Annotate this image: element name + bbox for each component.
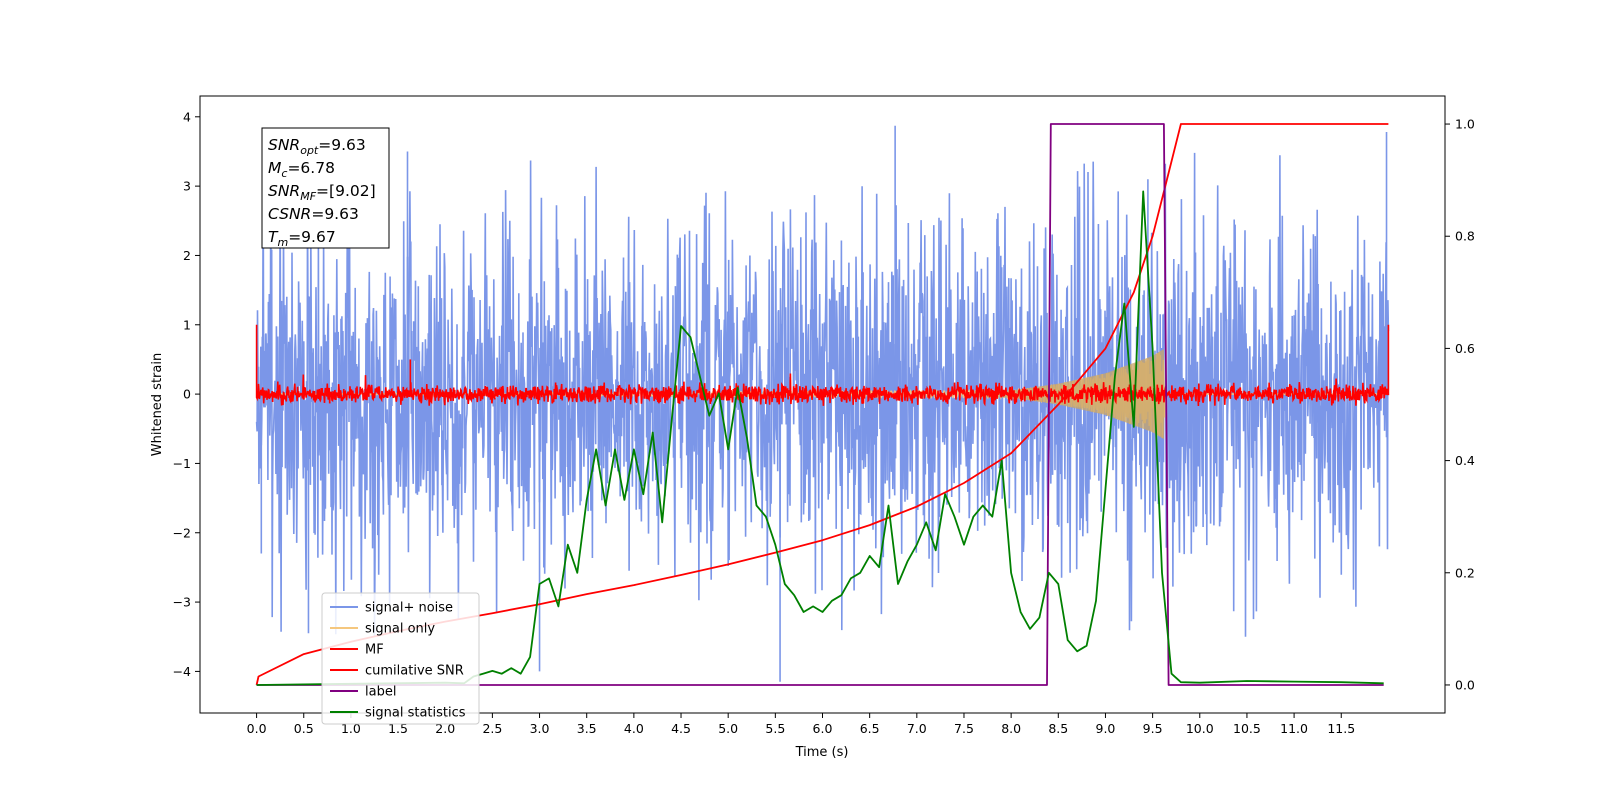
legend-frame: [321, 592, 480, 725]
y-left-tick-label: −2: [173, 525, 191, 540]
annotation-subscript: MF: [300, 190, 316, 203]
x-tick-label: 2.5: [482, 721, 502, 736]
annotation-symbol: CSNR: [268, 205, 311, 223]
x-tick-label: 10.0: [1186, 721, 1214, 736]
legend-entry-label: cumilative SNR: [365, 664, 464, 679]
y-left-tick-label: 3: [183, 179, 191, 194]
tick-layer: 0.0 0.5 1.0 1.5 2.0 2.5 3.0 3.5 4.0 4.5 5.0 5.5 6.0 6…: [173, 109, 1475, 736]
annotation-box-frame: [261, 127, 390, 249]
annotation-value: =9.67: [288, 228, 336, 246]
x-tick-label: 11.5: [1327, 721, 1355, 736]
x-tick-label: 5.0: [718, 721, 738, 736]
annotation-value: =9.63: [311, 205, 359, 223]
x-tick-label: 4.0: [624, 721, 644, 736]
x-tick-label: 5.5: [765, 721, 785, 736]
y-right-tick-label: 0.8: [1455, 229, 1475, 244]
y-right-tick-label: 0.4: [1455, 453, 1475, 468]
annotation-line: Tm=9.67: [268, 228, 336, 249]
x-tick-label: 4.5: [671, 721, 691, 736]
y-right-tick-label: 1.0: [1455, 117, 1475, 132]
y-right-tick-label: 0.0: [1455, 677, 1475, 692]
annotation-subscript: opt: [300, 144, 319, 157]
annotation-line: SNRMF=[9.02]: [268, 182, 376, 203]
annotation-line: Mc=6.78: [268, 159, 335, 180]
annotation-value: =9.63: [318, 136, 366, 154]
x-tick-label: 6.0: [813, 721, 833, 736]
annotation-line: SNRopt=9.63: [268, 136, 366, 157]
legend-entry-label: MF: [365, 643, 384, 658]
series-signal-noise-line: [255, 152, 1390, 637]
annotation-subscript: m: [277, 236, 288, 249]
y-left-tick-label: 2: [183, 248, 191, 263]
x-tick-label: 7.5: [954, 721, 974, 736]
x-tick-label: 8.5: [1048, 721, 1068, 736]
annotation-symbol: T: [268, 228, 279, 246]
annotation-value: =6.78: [287, 159, 335, 177]
series-mf-line: [255, 324, 1390, 407]
x-tick-label: 6.5: [860, 721, 880, 736]
legend-entry-label: signal only: [365, 622, 435, 637]
y-left-tick-label: −4: [173, 664, 191, 679]
x-tick-label: 3.0: [530, 721, 550, 736]
legend-entry-label: signal statistics: [365, 706, 466, 721]
y-axis-title: Whitened strain: [150, 353, 165, 456]
x-tick-label: 2.0: [435, 721, 455, 736]
x-tick-label: 3.5: [577, 721, 597, 736]
annotation-symbol: SNR: [268, 136, 300, 154]
x-axis-title: Time (s): [795, 745, 849, 760]
legend-entry-label: label: [365, 685, 396, 700]
x-tick-label: 10.5: [1233, 721, 1261, 736]
y-right-tick-label: 0.6: [1455, 341, 1475, 356]
x-tick-label: 1.0: [341, 721, 361, 736]
x-tick-label: 7.0: [907, 721, 927, 736]
x-tick-label: 1.5: [388, 721, 408, 736]
y-right-tick-label: 0.2: [1455, 565, 1475, 580]
x-tick-label: 0.5: [294, 721, 314, 736]
y-left-tick-label: 0: [183, 387, 191, 402]
legend-entry-label: signal+ noise: [365, 601, 453, 616]
annotation-symbol: SNR: [268, 182, 300, 200]
y-left-tick-label: −3: [173, 595, 191, 610]
x-tick-label: 8.0: [1001, 721, 1021, 736]
series-signal-statistics-line: [256, 190, 1384, 686]
annotation-value: =[9.02]: [316, 182, 376, 200]
x-tick-label: 11.0: [1280, 721, 1308, 736]
y-left-tick-label: 4: [183, 109, 191, 124]
legend: signal+ noise signal only MF cumilative SNR…: [321, 592, 480, 725]
y-left-tick-label: −1: [173, 456, 191, 471]
annotation-symbol: M: [268, 159, 281, 177]
y-left-tick-label: 1: [183, 317, 191, 332]
x-tick-label: 0.0: [247, 721, 267, 736]
annotation-box: SNRopt=9.63Mc=6.78SNRMF=[9.02]CSNR=9.63T…: [261, 127, 390, 249]
annotation-subscript: c: [281, 167, 287, 180]
annotation-line: CSNR=9.63: [268, 205, 359, 223]
x-tick-label: 9.5: [1143, 721, 1163, 736]
series-label-line: [256, 123, 1384, 686]
x-tick-label: 9.0: [1096, 721, 1116, 736]
